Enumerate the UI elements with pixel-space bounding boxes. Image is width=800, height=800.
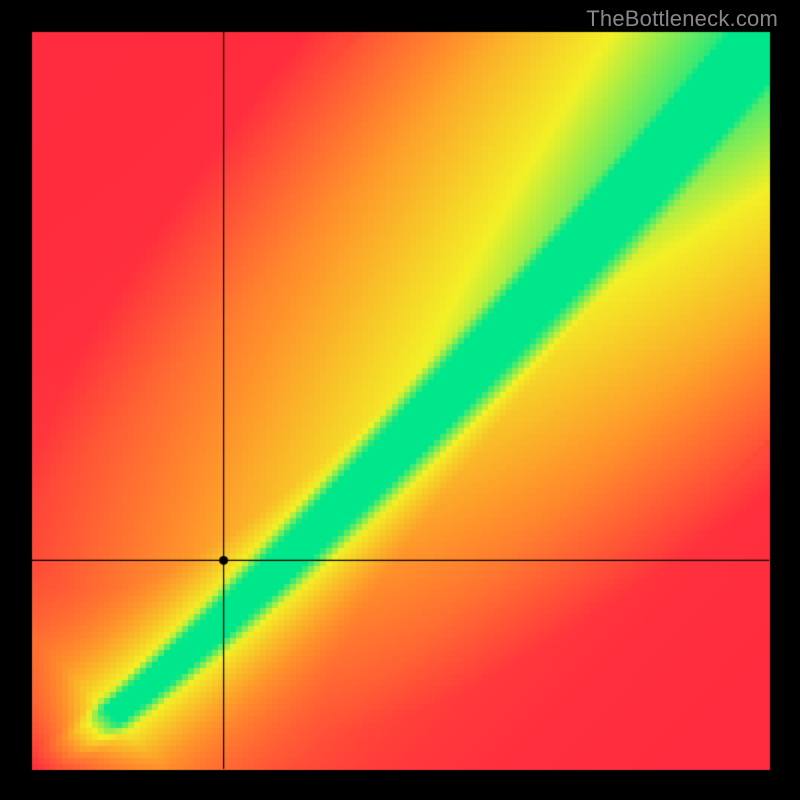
chart-container: TheBottleneck.com [0, 0, 800, 800]
bottleneck-heatmap [0, 0, 800, 800]
watermark-text: TheBottleneck.com [586, 6, 778, 32]
